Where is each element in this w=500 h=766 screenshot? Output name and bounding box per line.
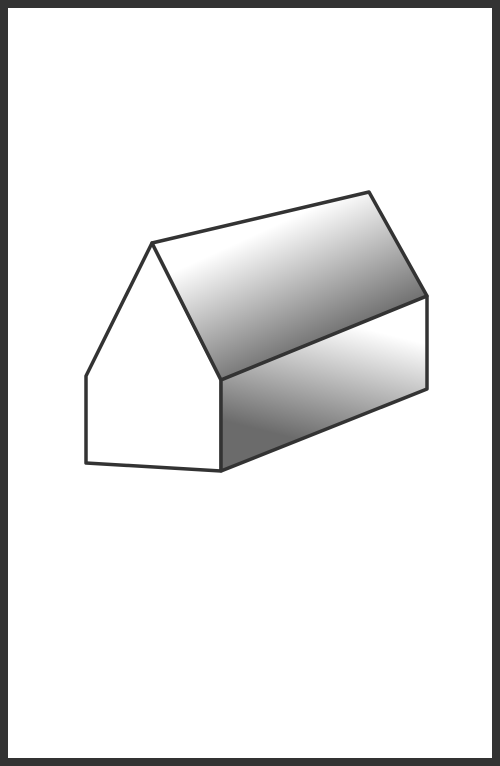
side-wall-face — [219, 294, 429, 473]
